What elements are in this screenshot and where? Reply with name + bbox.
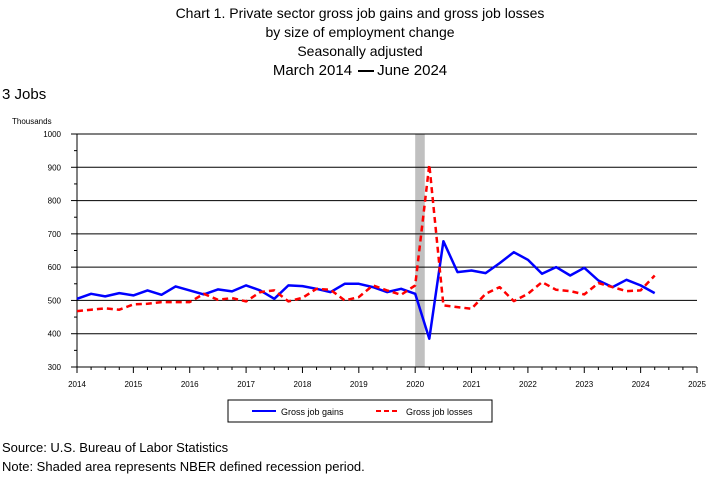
series-lines [76,163,656,340]
x-tick-label: 2021 [463,380,481,389]
y-axis-units-label: Thousands [12,117,52,126]
chart-title-line-2: by size of employment change [265,24,455,40]
y-tick-label: 700 [48,230,62,239]
legend-label-gains: Gross job gains [281,407,344,417]
x-tick-label: 2022 [519,380,537,389]
x-tick-label: 2014 [68,380,86,389]
series-line-gains [76,239,656,340]
y-tick-label: 800 [48,197,62,206]
y-tick-label: 300 [48,363,62,372]
x-tick-label: 2025 [688,380,706,389]
x-tick-label: 2015 [124,380,142,389]
series-line-losses [76,163,656,313]
y-tick-label: 900 [48,163,62,172]
legend-box [227,399,493,423]
recession-note: Note: Shaded area represents NBER define… [2,459,365,474]
chart-title: Chart 1. Private sector gross job gains … [0,4,720,80]
chart-title-line-3: Seasonally adjusted [297,43,423,59]
axes: 300 400 500 600 700 800 900 1000 2014 2015 2016 201… [43,130,706,389]
x-tick-label: 2019 [350,380,368,389]
y-tick-label: 1000 [43,130,61,139]
x-tick-label: 2020 [406,380,424,389]
y-tick-label: 600 [48,263,62,272]
panel-label: 3 Jobs [2,86,47,103]
period-start: March 2014 [272,62,353,79]
legend-label-losses: Gross job losses [406,407,473,417]
x-tick-label: 2024 [632,380,650,389]
y-tick-label: 500 [48,296,62,305]
legend: Gross job gains Gross job losses [227,399,493,423]
y-tick-label: 400 [48,330,62,339]
chart-title-line-1: Chart 1. Private sector gross job gains … [175,5,545,21]
x-tick-label: 2023 [575,380,593,389]
period-end: June 2024 [377,62,448,79]
x-tick-label: 2018 [294,380,312,389]
gridlines [77,133,697,335]
chart-period: March 2014 June 2024 [0,61,720,80]
period-dash-icon [358,70,375,73]
source-note: Source: U.S. Bureau of Labor Statistics [2,440,229,455]
x-tick-label: 2016 [181,380,199,389]
x-tick-label: 2017 [237,380,255,389]
